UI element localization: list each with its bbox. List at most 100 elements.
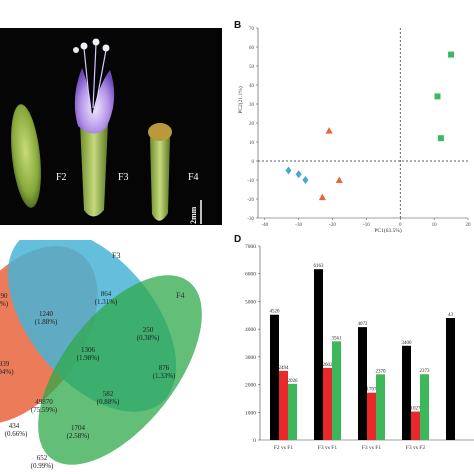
bar-y-tick-label: 1000 xyxy=(245,410,256,416)
pca-y-tick-label: 40 xyxy=(249,84,255,89)
pca-xlabel: PC1(63.5%) xyxy=(374,227,402,234)
pca-x-tick-label: -30 xyxy=(295,223,302,228)
pca-point-triangle xyxy=(335,176,343,183)
bar-y-tick-label: 2000 xyxy=(245,383,256,389)
venn-region-count: 864 xyxy=(101,290,112,298)
bar-data-label: 3400 xyxy=(402,341,413,346)
venn-region-pct: (1.31%) xyxy=(95,298,118,306)
venn-partial-text: 939 xyxy=(0,360,10,368)
label-f2: F2 xyxy=(56,172,67,183)
pca-y-tick-label: 10 xyxy=(249,141,255,146)
bar-y-tick-label: 4000 xyxy=(245,327,256,333)
pca-x-tick-label: 20 xyxy=(466,223,472,228)
bar-category-label: F3 vs F1 xyxy=(362,445,382,451)
bar-data-label: 6163 xyxy=(314,264,325,269)
venn-region-count: 876 xyxy=(159,364,170,372)
bud-f4-shape xyxy=(148,123,172,221)
bar-data-label: 2370 xyxy=(376,369,387,374)
pca-scatter-chart: B -30 -20 -10 0 10 20 30 40 50 60 70 -40 -30 -20 -10 0 1… xyxy=(234,20,472,234)
bar xyxy=(376,374,385,440)
bar xyxy=(402,345,411,440)
bar-data-label: 2602 xyxy=(323,363,334,368)
pca-point-square xyxy=(448,51,455,58)
bar-category-label: F3 vs F2 xyxy=(406,445,426,451)
pca-y-tick-label: -30 xyxy=(247,217,254,222)
bar xyxy=(446,318,455,440)
pca-x-tick-label: -40 xyxy=(261,223,268,228)
bar-y-tick-label: 5000 xyxy=(245,299,256,305)
bar xyxy=(420,374,429,440)
bar xyxy=(314,269,323,440)
bar-data-label: 2494 xyxy=(279,366,290,371)
venn-region-count: 250 xyxy=(143,326,154,334)
pca-point-diamond xyxy=(302,176,309,184)
pca-ylabel: PC2(21.1%) xyxy=(237,86,244,114)
venn-diagram: F3 F4 864 (1.31%) 1240 (1.88%) 250 (0.38… xyxy=(0,240,202,470)
bar-y-tick-label: 0 xyxy=(253,438,256,444)
pca-y-tick-label: 30 xyxy=(249,103,255,108)
venn-region-pct: (1.98%) xyxy=(77,354,100,362)
venn-region-count: 1704 xyxy=(71,424,86,432)
bar-data-label: 43 xyxy=(448,313,454,318)
bar-category-label: F3 vs F1 xyxy=(318,445,338,451)
bar xyxy=(367,392,376,440)
venn-region-count: 49870 xyxy=(35,398,53,406)
bar xyxy=(323,367,332,440)
bar-data-label: 1707 xyxy=(367,388,378,393)
pca-x-tick-label: 10 xyxy=(432,223,438,228)
venn-region-pct: (0.38%) xyxy=(137,334,160,342)
pca-point-diamond xyxy=(285,166,292,175)
pca-x-tick-label: -10 xyxy=(363,223,370,228)
pca-point-triangle xyxy=(325,127,333,134)
bar-data-label: 4520 xyxy=(270,310,281,315)
venn-partial-text: 94%) xyxy=(0,368,14,376)
bar xyxy=(279,370,288,440)
venn-set-f4 xyxy=(38,275,202,465)
venn-region-pct: (75.59%) xyxy=(31,406,58,414)
venn-region-count: 652 xyxy=(37,454,48,462)
pca-y-tick-label: 70 xyxy=(249,27,255,32)
panel-a-photo: F2 F3 F4 2mm xyxy=(0,28,222,225)
flower-f3-shape xyxy=(73,38,115,217)
bar xyxy=(270,314,279,440)
pca-point-triangle xyxy=(318,193,326,201)
venn-region-count: 434 xyxy=(9,422,20,430)
venn-region-count: 1306 xyxy=(81,346,96,354)
pca-point-square xyxy=(437,135,444,142)
pca-y-tick-label: 60 xyxy=(249,46,255,51)
bar-y-tick-label: 7000 xyxy=(245,244,256,250)
pca-y-tick-label: 50 xyxy=(249,65,255,70)
label-f4: F4 xyxy=(188,172,199,183)
bar xyxy=(288,383,297,440)
pca-x-tick-label: -20 xyxy=(329,223,336,228)
bar-data-label: 4072 xyxy=(358,322,369,327)
bar-data-label: 1027 xyxy=(411,407,422,412)
bar-y-tick-label: 6000 xyxy=(245,272,256,278)
pca-y-tick-label: -10 xyxy=(247,179,254,184)
venn-region-pct: (0.88%) xyxy=(97,398,120,406)
bar xyxy=(411,411,420,440)
venn-region-pct: (0.99%) xyxy=(31,462,54,470)
panel-b-pca: B -30 -20 -10 0 10 20 30 40 50 60 70 -40 -30 -20 -10 0 1… xyxy=(228,18,474,240)
bar-category-label: F2 vs F1 xyxy=(274,445,294,451)
venn-region-count: 1240 xyxy=(39,310,54,318)
panel-d-bars: D 0 1000 2000 3000 4000 5000 6000 7000 4520 2494… xyxy=(228,232,474,474)
pca-x-tick-label: 0 xyxy=(399,223,402,228)
bar xyxy=(358,327,367,440)
venn-label-f4: F4 xyxy=(176,291,184,300)
venn-region-count: 582 xyxy=(103,390,114,398)
pca-y-tick-label: 20 xyxy=(249,122,255,127)
venn-label-f3: F3 xyxy=(112,251,120,260)
venn-partial-text: %) xyxy=(0,300,9,308)
panel-d-label: D xyxy=(234,234,241,245)
bar-data-label: 3561 xyxy=(332,336,343,341)
bar-data-label: 2373 xyxy=(420,369,431,374)
pca-point-square xyxy=(434,93,441,100)
pca-point-diamond xyxy=(295,170,302,179)
bar xyxy=(332,341,341,440)
venn-region-pct: (0.66%) xyxy=(5,430,28,438)
scale-bar-label: 2mm xyxy=(189,206,198,224)
venn-partial-text: 90 xyxy=(1,292,9,300)
venn-region-pct: (1.33%) xyxy=(153,372,176,380)
venn-region-pct: (2.58%) xyxy=(67,432,90,440)
